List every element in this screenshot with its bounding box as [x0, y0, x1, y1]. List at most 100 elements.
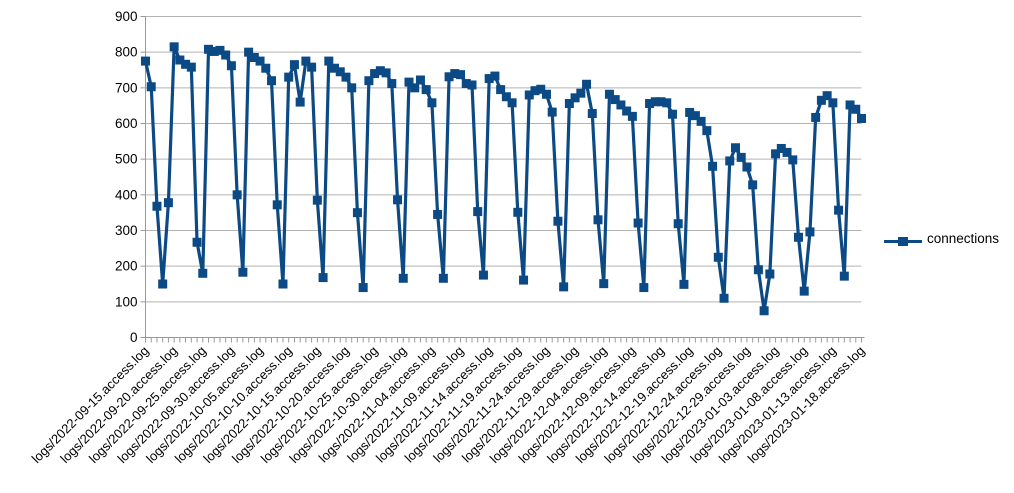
y-tick-label: 800: [115, 45, 138, 60]
data-point-marker: [541, 89, 551, 99]
data-point-marker: [141, 56, 150, 66]
data-point-marker: [352, 208, 362, 218]
data-point-marker: [828, 98, 838, 108]
data-point-marker: [519, 275, 529, 285]
data-point-marker: [335, 67, 345, 77]
data-point-marker: [811, 112, 821, 122]
data-point-marker: [576, 88, 586, 98]
data-point-marker: [507, 98, 517, 108]
data-point-marker: [192, 237, 202, 247]
data-point-marker: [238, 267, 248, 277]
data-point-marker: [627, 111, 637, 121]
data-point-marker: [209, 46, 219, 56]
data-point-marker: [163, 198, 173, 208]
data-point-marker: [146, 82, 156, 92]
data-point-marker: [788, 155, 798, 165]
data-point-marker: [324, 56, 334, 66]
data-point-marker: [249, 53, 259, 63]
data-point-marker: [645, 99, 655, 109]
data-point-marker: [301, 56, 311, 66]
data-point-marker: [667, 109, 677, 119]
data-point-marker: [650, 97, 660, 107]
data-point-marker: [284, 72, 294, 82]
data-point-marker: [370, 69, 380, 79]
data-point-marker: [604, 89, 614, 99]
data-point-marker: [679, 279, 689, 289]
data-point-marker: [799, 286, 809, 296]
data-point-marker: [215, 45, 225, 55]
data-point-marker: [467, 80, 477, 90]
data-point-marker: [181, 59, 191, 69]
data-point-marker: [547, 107, 557, 117]
data-point-marker: [524, 90, 534, 100]
data-point-marker: [782, 147, 792, 157]
data-point-marker: [387, 79, 397, 89]
data-point-marker: [330, 63, 340, 73]
data-point-marker: [456, 70, 466, 80]
data-point-marker: [639, 283, 649, 293]
legend-line-marker-icon: [884, 234, 922, 246]
data-point-marker: [289, 60, 299, 70]
data-point-marker: [839, 271, 849, 281]
data-point-marker: [410, 83, 420, 93]
data-point-marker: [484, 74, 494, 84]
data-point-marker: [226, 61, 236, 71]
data-point-marker: [656, 97, 666, 107]
data-point-marker: [753, 265, 763, 275]
data-point-marker: [158, 279, 168, 289]
legend: connections: [884, 231, 999, 246]
data-point-marker: [816, 95, 826, 105]
data-point-marker: [438, 273, 448, 283]
data-point-marker: [593, 215, 603, 225]
data-point-marker: [587, 109, 597, 119]
data-point-marker: [221, 50, 231, 60]
data-point-marker: [857, 114, 866, 124]
data-point-marker: [198, 268, 208, 278]
legend-label: connections: [927, 231, 1000, 246]
data-point-marker: [748, 180, 758, 190]
data-point-marker: [427, 98, 437, 108]
data-point-marker: [771, 149, 781, 159]
data-point-marker: [169, 42, 179, 52]
data-point-marker: [501, 92, 511, 102]
data-point-marker: [204, 44, 214, 54]
data-point-marker: [708, 161, 718, 171]
data-point-marker: [450, 69, 460, 79]
data-point-marker: [312, 195, 322, 205]
data-point-marker: [261, 63, 271, 73]
data-point-marker: [536, 84, 546, 94]
y-tick-label: 200: [115, 259, 138, 274]
data-point-marker: [553, 216, 563, 226]
data-point-marker: [713, 252, 723, 262]
data-point-marker: [404, 77, 414, 87]
data-point-marker: [244, 47, 254, 57]
data-point-marker: [421, 85, 431, 95]
data-point-marker: [152, 201, 162, 211]
data-point-marker: [610, 95, 620, 105]
data-point-marker: [490, 71, 500, 81]
data-point-marker: [478, 270, 488, 280]
data-point-marker: [255, 56, 265, 66]
data-point-marker: [759, 306, 769, 316]
data-point-marker: [272, 200, 282, 210]
data-point-marker: [295, 97, 305, 107]
data-point-marker: [278, 279, 288, 289]
data-point-marker: [513, 207, 523, 217]
y-tick-label: 900: [115, 9, 138, 24]
data-point-marker: [845, 100, 855, 110]
data-point-marker: [725, 156, 735, 166]
data-point-marker: [793, 232, 803, 242]
y-tick-label: 100: [115, 294, 138, 309]
data-point-marker: [616, 100, 626, 110]
data-point-marker: [232, 190, 242, 200]
data-point-marker: [444, 72, 454, 82]
data-point-marker: [719, 293, 729, 303]
y-tick-label: 600: [115, 116, 138, 131]
data-point-marker: [673, 219, 683, 229]
data-point-marker: [822, 91, 832, 101]
data-point-marker: [776, 143, 786, 153]
data-point-marker: [347, 83, 357, 93]
data-point-marker: [736, 152, 746, 162]
data-point-marker: [742, 162, 752, 172]
